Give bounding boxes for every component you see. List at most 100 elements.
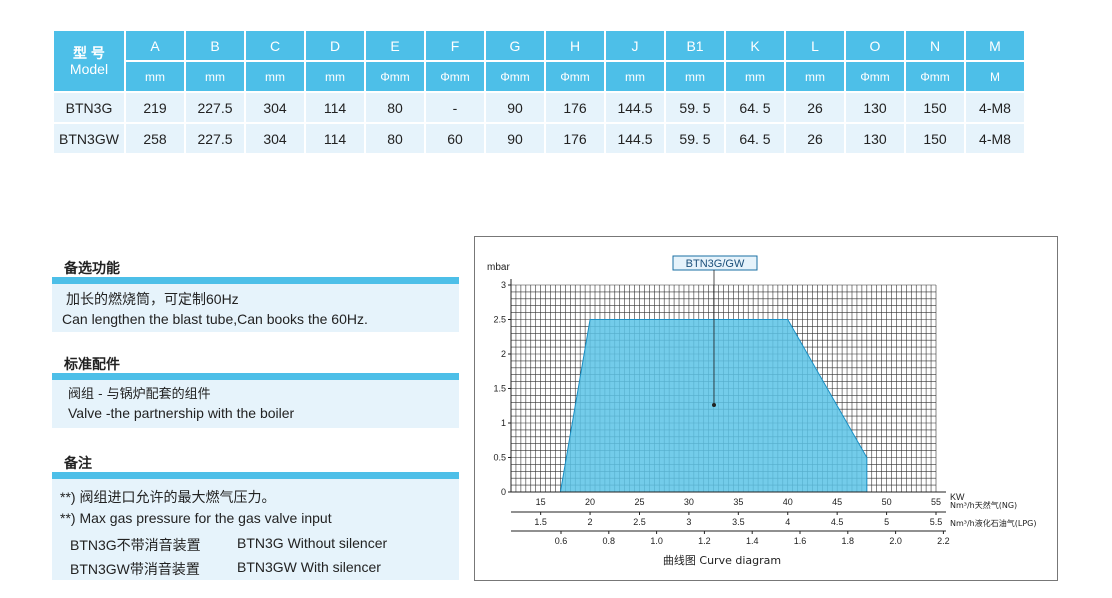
column-header-a: A (126, 31, 184, 60)
standard-bar (52, 373, 459, 380)
column-header-c: C (246, 31, 304, 60)
value-cell: 227.5 (186, 93, 244, 122)
standard-panel: 标准配件 阀组 - 与锅炉配套的组件 Valve -the partnershi… (52, 354, 459, 428)
kw-tick-label: 30 (684, 497, 694, 507)
value-cell: 258 (126, 124, 184, 153)
column-header-m: M (966, 31, 1024, 60)
value-cell: 219 (126, 93, 184, 122)
value-cell: 60 (426, 124, 484, 153)
lpg-axis-label: Nm³/h液化石油气(LPG) (950, 518, 1036, 528)
unit-cell: Φmm (906, 62, 964, 91)
silencer-2-en: BTN3GW With silencer (237, 559, 381, 575)
ng-tick-label: 3 (686, 517, 691, 527)
standard-line-zh: 阀组 - 与锅炉配套的组件 (68, 387, 211, 402)
options-line-en: Can lengthen the blast tube,Can books th… (62, 311, 368, 327)
silencer-1-zh: BTN3G不带消音装置 (70, 537, 201, 553)
value-cell: 227.5 (186, 124, 244, 153)
column-header-h: H (546, 31, 604, 60)
value-cell: 130 (846, 124, 904, 153)
options-body: 加长的燃烧筒，可定制60Hz Can lengthen the blast tu… (52, 284, 459, 332)
ng-tick-label: 5.5 (930, 517, 943, 527)
table-row: BTN3G 219 227.5 304 114 80-90 176 144.5 59. 5 64.… (54, 93, 1024, 122)
value-cell: 304 (246, 124, 304, 153)
unit-cell: Φmm (546, 62, 604, 91)
lpg-tick-label: 1.8 (842, 536, 855, 546)
y-tick-label: 1 (501, 418, 506, 428)
unit-cell: Φmm (426, 62, 484, 91)
value-cell: 64. 5 (726, 124, 784, 153)
unit-cell: mm (306, 62, 364, 91)
column-header-k: K (726, 31, 784, 60)
value-cell: 130 (846, 93, 904, 122)
value-cell: 4-M8 (966, 124, 1024, 153)
lpg-tick-label: 1.2 (698, 536, 711, 546)
standard-title: 标准配件 (64, 356, 120, 372)
value-cell: 80 (366, 93, 424, 122)
value-cell: 144.5 (606, 124, 664, 153)
value-cell: 150 (906, 93, 964, 122)
options-title: 备选功能 (64, 260, 120, 276)
value-cell: 176 (546, 124, 604, 153)
unit-cell: M (966, 62, 1024, 91)
value-cell: 176 (546, 93, 604, 122)
value-cell: 59. 5 (666, 93, 724, 122)
notes-bar (52, 472, 459, 479)
options-line-zh: 加长的燃烧筒，可定制60Hz (66, 291, 239, 307)
options-panel: 备选功能 加长的燃烧筒，可定制60Hz Can lengthen the bla… (52, 256, 459, 332)
kw-tick-label: 40 (783, 497, 793, 507)
column-header-f: F (426, 31, 484, 60)
ng-tick-label: 1.5 (534, 517, 547, 527)
value-cell: 26 (786, 93, 844, 122)
notes-body: **) 阀组进口允许的最大燃气压力。 **) Max gas pressure … (52, 479, 459, 580)
value-cell: 90 (486, 93, 544, 122)
options-bar (52, 277, 459, 284)
unit-cell: mm (726, 62, 784, 91)
ng-axis-label: Nm³/h天然气(NG) (950, 500, 1017, 510)
unit-cell: mm (186, 62, 244, 91)
value-cell: - (426, 93, 484, 122)
ng-tick-label: 4.5 (831, 517, 844, 527)
y-tick-label: 3 (501, 280, 506, 290)
y-tick-label: 0 (501, 487, 506, 497)
chart-caption: 曲线图 Curve diagram (663, 553, 781, 567)
column-header-e: E (366, 31, 424, 60)
notes-panel: 备注 **) 阀组进口允许的最大燃气压力。 **) Max gas pressu… (52, 452, 459, 580)
column-header-d: D (306, 31, 364, 60)
column-header-o: O (846, 31, 904, 60)
lpg-tick-label: 0.6 (555, 536, 568, 546)
ng-tick-label: 4 (785, 517, 790, 527)
value-cell: 114 (306, 93, 364, 122)
column-header-l: L (786, 31, 844, 60)
value-cell: 59. 5 (666, 124, 724, 153)
notes-line-en: **) Max gas pressure for the gas valve i… (60, 510, 332, 526)
lpg-tick-label: 2.0 (889, 536, 902, 546)
y-tick-label: 0.5 (493, 453, 506, 463)
model-cell: BTN3G (54, 93, 124, 122)
kw-tick-label: 50 (882, 497, 892, 507)
column-header-b: B (186, 31, 244, 60)
value-cell: 304 (246, 93, 304, 122)
ng-tick-label: 5 (884, 517, 889, 527)
unit-cell: Φmm (486, 62, 544, 91)
standard-body: 阀组 - 与锅炉配套的组件 Valve -the partnership wit… (52, 380, 459, 428)
ng-tick-label: 3.5 (732, 517, 745, 527)
ng-tick-label: 2 (588, 517, 593, 527)
model-header: 型 号 Model (54, 31, 124, 91)
value-cell: 80 (366, 124, 424, 153)
kw-tick-label: 45 (832, 497, 842, 507)
unit-cell: mm (126, 62, 184, 91)
column-header-b1: B1 (666, 31, 724, 60)
kw-tick-label: 25 (634, 497, 644, 507)
model-header-en: Model (69, 61, 109, 77)
unit-cell: Φmm (846, 62, 904, 91)
value-cell: 114 (306, 124, 364, 153)
series-leader-dot (712, 403, 716, 407)
standard-line-en: Valve -the partnership with the boiler (68, 405, 295, 421)
series-label: BTN3G/GW (686, 258, 745, 270)
unit-cell: Φmm (366, 62, 424, 91)
kw-tick-label: 55 (931, 497, 941, 507)
column-header-g: G (486, 31, 544, 60)
column-header-n: N (906, 31, 964, 60)
